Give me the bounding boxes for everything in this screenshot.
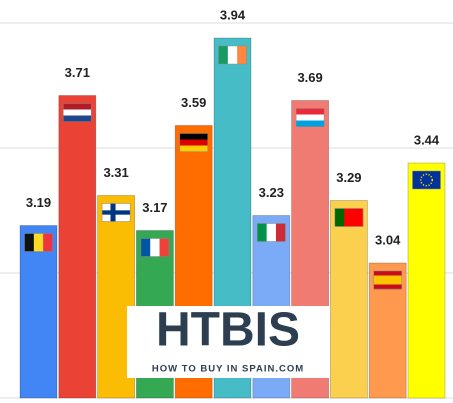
- flag-part: [63, 109, 92, 116]
- flag-border: [63, 103, 92, 122]
- flag: [101, 203, 131, 222]
- flag: [412, 170, 441, 190]
- flag-part: [179, 139, 208, 146]
- flag-part: [412, 171, 441, 189]
- flag: [218, 45, 247, 65]
- flag: [179, 133, 208, 152]
- bar: [407, 162, 446, 399]
- flag-part: [179, 133, 208, 140]
- flag-part: [296, 120, 325, 127]
- value-label: 3.31: [103, 165, 128, 180]
- flag: [140, 238, 170, 257]
- flag-part: [63, 103, 92, 110]
- flag-part: [237, 46, 247, 64]
- flag-part: [63, 115, 92, 122]
- flag-part: [150, 238, 160, 257]
- flag-border: [373, 270, 402, 290]
- flag-part: [266, 223, 277, 242]
- flag-border: [101, 203, 131, 222]
- flag-part: [373, 284, 402, 290]
- logo-box: [127, 306, 330, 378]
- flag-part: [43, 233, 53, 252]
- logo: HTBIS HOW TO BUY IN SPAIN.COM: [127, 304, 330, 378]
- flag-part: [227, 46, 238, 64]
- flag-part: [296, 114, 325, 121]
- flag-part: [419, 173, 434, 187]
- flag-border: [295, 108, 325, 127]
- flag: [257, 223, 286, 242]
- flag-part: [102, 210, 131, 215]
- flag-part: [373, 271, 402, 276]
- flag-part: [33, 233, 44, 252]
- flag-border: [412, 170, 441, 190]
- flag-part: [257, 223, 267, 242]
- flag: [63, 103, 92, 122]
- flag: [295, 108, 325, 127]
- flag-border: [257, 223, 286, 242]
- value-label: 3.23: [259, 185, 284, 200]
- flag-border: [24, 233, 53, 252]
- bars: 3.19 3.71 3.31 3.17 3.59 3.94 3.23 3.69 3.29 3.04…: [19, 7, 446, 399]
- logo-title: HTBIS: [156, 304, 300, 357]
- flag-part: [275, 223, 286, 242]
- value-label: 3.71: [65, 65, 90, 80]
- value-label: 3.04: [375, 232, 401, 247]
- flag-part: [334, 208, 345, 227]
- flag-part: [373, 280, 402, 285]
- flag-part: [159, 238, 170, 257]
- flag: [24, 233, 53, 252]
- bar: [19, 225, 58, 399]
- flag: [373, 270, 402, 290]
- flag-part: [353, 208, 364, 227]
- value-label: 3.17: [142, 200, 167, 215]
- flag-part: [373, 275, 402, 281]
- value-label: 3.59: [181, 95, 206, 110]
- flag-border: [334, 208, 364, 227]
- value-label: 3.69: [297, 70, 322, 85]
- flag: [334, 208, 364, 227]
- flag-border: [140, 238, 170, 257]
- flag-part: [344, 208, 354, 227]
- flag-border: [179, 133, 208, 152]
- value-label: 3.19: [26, 195, 51, 210]
- flag-part: [218, 46, 229, 64]
- flag-part: [179, 145, 208, 152]
- value-label: 3.44: [414, 132, 440, 147]
- flag-part: [296, 108, 325, 115]
- value-label: 3.29: [336, 170, 361, 185]
- flag-part: [24, 233, 35, 252]
- bar: [329, 200, 368, 399]
- bar: [58, 95, 97, 399]
- value-label: 3.94: [220, 7, 246, 22]
- flag-part: [140, 238, 151, 257]
- flag-border: [218, 45, 247, 65]
- logo-subtitle: HOW TO BUY IN SPAIN.COM: [152, 364, 304, 375]
